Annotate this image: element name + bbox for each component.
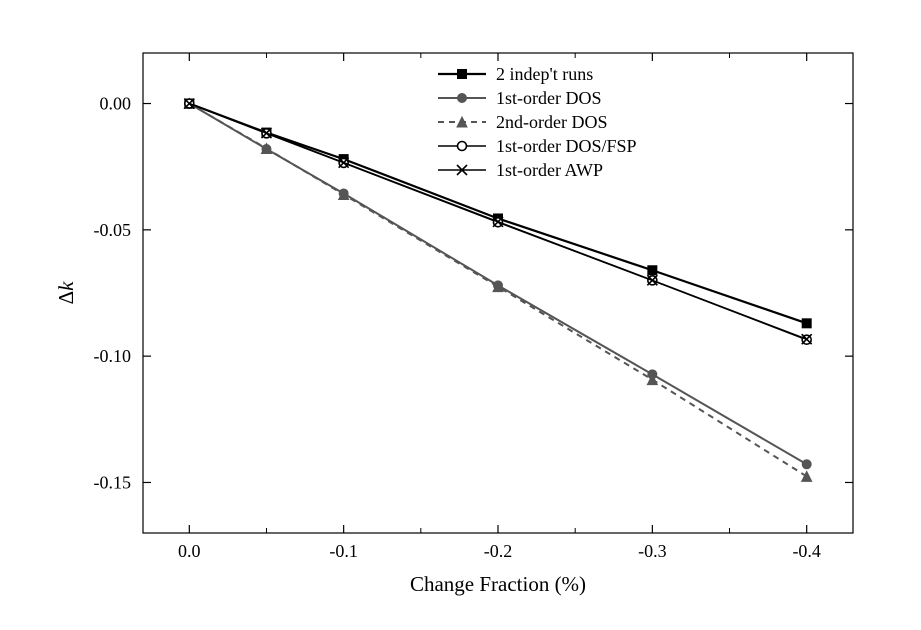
x-tick-label: -0.3 <box>638 541 667 561</box>
legend-label: 1st-order DOS/FSP <box>496 136 637 156</box>
y-tick-label: 0.00 <box>100 94 132 114</box>
series-indep <box>185 99 811 328</box>
y-axis-label: Δk <box>54 281 78 305</box>
delta-k-chart: 0.0 -0.1 -0.2 -0.3 -0.4 0.00 -0.05 -0.10 -0.15 2… <box>0 0 921 630</box>
legend-item-dos1: 1st-order DOS <box>438 88 602 108</box>
legend-label: 2 indep't runs <box>496 64 593 84</box>
y-tick-label: -0.05 <box>94 220 132 240</box>
x-tick-label: -0.4 <box>792 541 821 561</box>
x-tick-label: 0.0 <box>178 541 201 561</box>
x-tick-label: -0.2 <box>484 541 513 561</box>
x-axis-label: Change Fraction (%) <box>410 572 586 596</box>
legend-label: 1st-order DOS <box>496 88 602 108</box>
legend-item-dos2: 2nd-order DOS <box>438 112 607 132</box>
legend-label: 1st-order AWP <box>496 160 603 180</box>
x-tick-label: -0.1 <box>329 541 358 561</box>
legend-item-awp: 1st-order AWP <box>438 160 603 180</box>
legend-label: 2nd-order DOS <box>496 112 607 132</box>
legend-item-dosfsp: 1st-order DOS/FSP <box>438 136 637 156</box>
legend: 2 indep't runs 1st-order DOS 2nd-order DOS… <box>438 64 637 180</box>
y-tick-label: -0.15 <box>94 472 132 492</box>
legend-item-indep: 2 indep't runs <box>438 64 593 84</box>
y-tick-label: -0.10 <box>94 346 132 366</box>
